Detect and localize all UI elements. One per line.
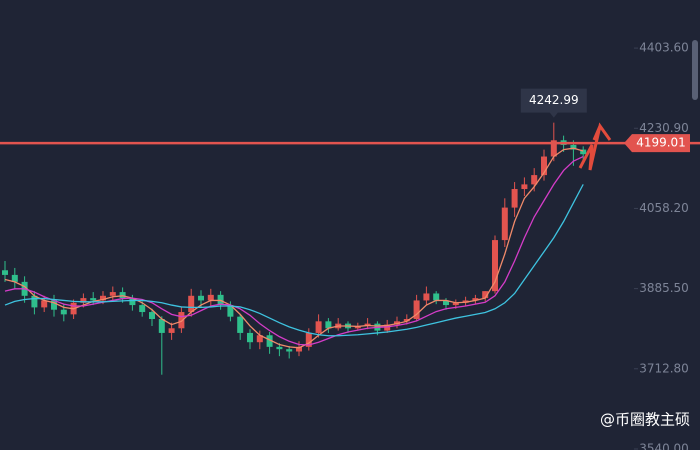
candle-body [276,346,283,350]
candle-body [149,312,155,320]
candle-body [119,292,126,299]
candle-body [531,175,538,185]
candle-body [354,325,361,329]
candle-body [158,319,165,333]
candle-body [227,305,234,317]
moving-average [4,184,584,337]
candle-body [452,302,459,306]
candle-body [364,323,371,326]
candle-body [501,207,508,241]
y-tick-label: 4403.60 [639,41,689,55]
candle-body [51,300,57,310]
candle-body [178,312,185,329]
candle-body [492,240,498,292]
candle-body [482,291,489,299]
candle-body [60,309,67,315]
candle-body [521,184,528,190]
candle-body [100,295,106,301]
candle-body [315,321,322,333]
candle-body [41,300,48,308]
candle-body [109,292,116,296]
candle-body [325,321,332,329]
candle-body [90,298,97,301]
price-label-box [624,134,690,153]
candle-body [129,298,136,306]
arrow-annotation [578,122,612,171]
y-tick-label: 4230.90 [639,121,689,135]
candle-body [11,274,18,282]
candle-body [139,305,146,313]
candle-body [580,149,587,155]
tooltip-box [520,88,587,118]
candle-body [394,321,400,325]
candle-body [168,328,175,333]
candle-body [286,349,293,352]
plot-area: 4403.60 4230.90 4058.20 3885.50 3712.80 3540.… [0,41,700,450]
moving-average [4,155,584,346]
candle-body [462,300,469,303]
candle-body [403,319,410,322]
candle-body [423,293,430,301]
candle-body [541,156,547,176]
candle-body [511,189,518,208]
moving-average [4,147,584,349]
candle-body [237,316,244,333]
scrollbar [692,40,698,100]
candle-body [472,298,479,301]
candle-body [384,324,391,331]
candle-body [570,144,577,150]
candle-body [207,294,214,301]
candle-body [2,270,8,275]
candle-body [266,335,273,347]
y-tick-label: 3540.00 [639,441,689,450]
candle-body [188,295,195,313]
candle-body [31,295,38,308]
candle-body [80,298,87,303]
y-tick-label: 4058.20 [639,201,689,215]
y-tick-label: 3712.80 [639,361,689,375]
candle-body [247,332,253,343]
candle-body [198,295,204,301]
candle-body [550,140,557,157]
candle-body [413,300,420,320]
y-tick-label: 3885.50 [639,281,689,295]
candle-body [305,332,312,347]
candle-body [443,300,449,306]
candle-body [433,293,440,301]
candle-body [256,335,263,343]
candle-body [296,346,302,352]
watermark: @币圈教主硕 [600,411,690,429]
tooltip-label: 4242.99 [529,93,579,107]
price-label: 4199.01 [636,136,686,150]
